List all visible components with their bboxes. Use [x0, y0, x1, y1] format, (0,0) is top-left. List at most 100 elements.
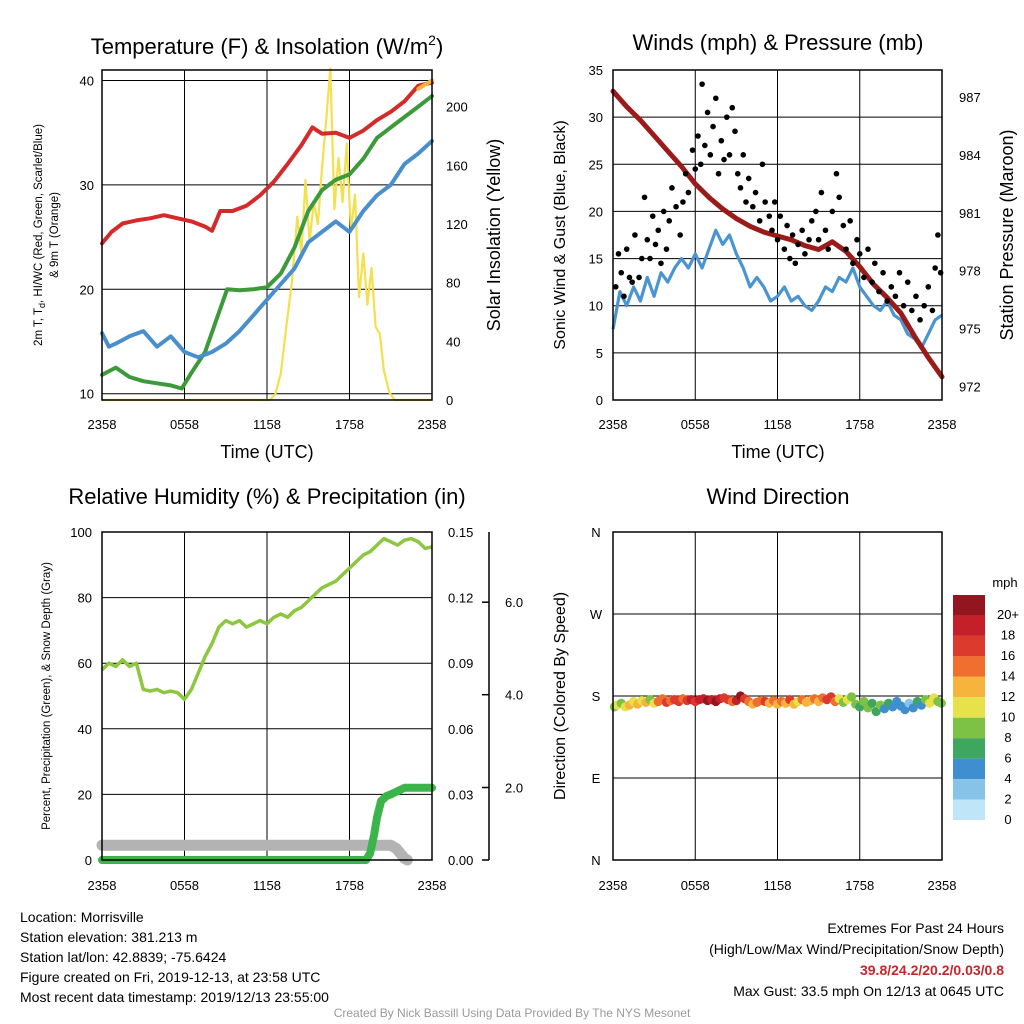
y-tick-label: 10 [589, 299, 603, 314]
gust-point [795, 241, 801, 248]
y-axis-label: Direction (Colored By Speed) [552, 592, 569, 800]
x-tick-label: 0558 [170, 878, 199, 893]
y-tick-label: 35 [589, 63, 603, 78]
gust-point [632, 232, 638, 238]
gust-point [759, 161, 766, 168]
x-tick-label: 2358 [928, 417, 957, 432]
temperature-series-line [100, 139, 434, 360]
colorbar-swatch [953, 779, 985, 800]
x-tick-label: 2358 [418, 878, 447, 893]
credit-line: Created By Nick Bassill Using Data Provi… [333, 1006, 691, 1020]
max-gust: Max Gust: 33.5 mph On 12/13 at 0645 UTC [733, 983, 1004, 999]
y-right-tick-label: 987 [959, 90, 981, 105]
x-tick-label: 2358 [418, 417, 447, 432]
x-tick-label: 1758 [335, 417, 364, 432]
colorbar-swatch [953, 758, 985, 780]
y-right-tick-label: 40 [446, 334, 460, 349]
gust-point [729, 104, 736, 111]
snow-tick-label: 2.0 [505, 781, 523, 796]
gust-point [621, 293, 627, 300]
x-tick-label: 1158 [253, 417, 281, 432]
colorbar-swatch [953, 615, 985, 636]
x-tick-label: 0558 [681, 878, 710, 893]
gust-point [723, 114, 730, 120]
y-right-axis-label: Station Pressure (Maroon) [997, 129, 1017, 340]
x-tick-label: 1158 [253, 878, 281, 893]
colorbar-title: mph [992, 575, 1017, 590]
pressure-line [610, 88, 945, 380]
y-axis-label: Sonic Wind & Gust (Blue, Black) [552, 120, 569, 349]
y-tick-label: 40 [78, 722, 92, 737]
gust-point [792, 260, 799, 267]
y-right-tick-label: 200 [446, 100, 468, 115]
gust-point [745, 175, 752, 182]
gust-point [704, 109, 711, 116]
chart-title-main: Temperature (F) & Insolation (W/m [91, 34, 428, 59]
gust-point [880, 269, 886, 276]
extremes-values: 39.8/24.2/20.2/0.03/0.8 [859, 962, 1004, 978]
colorbar-swatch [953, 799, 985, 820]
y-tick-label: 15 [589, 252, 603, 267]
colorbar-label: 16 [1001, 648, 1015, 663]
y-right-tick-label: 975 [959, 322, 981, 337]
gust-point [784, 222, 790, 229]
colorbar-label: 6 [1004, 750, 1011, 765]
gust-point [884, 298, 890, 304]
extremes-subtitle: (High/Low/Max Wind/Precipitation/Snow De… [709, 941, 1004, 957]
colorbar-label: 18 [1001, 628, 1015, 643]
gust-point [715, 170, 722, 177]
plot-frame [612, 531, 943, 861]
gust-point [743, 199, 749, 205]
colorbar-label: 4 [1004, 771, 1011, 786]
gust-point [869, 279, 875, 285]
colorbar-label: 14 [1001, 669, 1015, 684]
wind-direction-point [846, 692, 857, 702]
plot-frame [101, 531, 433, 861]
x-tick-label: 1158 [764, 417, 792, 432]
gust-point [697, 161, 704, 168]
gust-point [913, 293, 919, 300]
gust-point [732, 128, 738, 135]
gust-point [655, 227, 662, 234]
gust-point [815, 236, 822, 243]
y-tick-label: 25 [589, 157, 603, 172]
gust-point [707, 152, 714, 158]
gust-point [756, 218, 763, 224]
gust-point [626, 274, 633, 281]
gust-point [808, 218, 815, 224]
gust-point [713, 95, 719, 102]
gust-point [896, 269, 903, 276]
gust-point [695, 133, 701, 139]
y-tick-label: 40 [80, 73, 94, 88]
gust-point [935, 232, 941, 238]
gust-point [825, 246, 832, 252]
gust-point [836, 194, 842, 201]
snow-tick-label: 6.0 [505, 595, 523, 610]
station-info: Location: Morrisville Station elevation:… [20, 907, 329, 1007]
y-right-tick-label: 80 [446, 276, 460, 291]
precip-tick-label: 0.09 [448, 656, 473, 671]
y-tick-label: N [591, 525, 600, 540]
y-tick-label: 10 [80, 387, 94, 402]
gust-point [813, 208, 819, 215]
gust-point [865, 246, 871, 252]
y-right-tick-label: 978 [959, 264, 981, 279]
y-tick-label: E [592, 771, 601, 786]
chart-title-end: ) [436, 34, 443, 59]
extremes-title: Extremes For Past 24 Hours [827, 920, 1004, 936]
gust-point [799, 227, 805, 234]
chart-title-superscript: 2 [428, 32, 436, 48]
y-tick-label: 80 [78, 591, 92, 606]
y-tick-label: S [592, 689, 601, 704]
colorbar-swatch [953, 738, 985, 759]
y-tick-label: 60 [78, 656, 92, 671]
y-tick-label: W [590, 607, 603, 622]
gust-point [752, 189, 759, 196]
gust-point [652, 241, 659, 248]
temperature-series-line [100, 94, 434, 391]
station-location: Location: Morrisville [20, 909, 144, 925]
x-tick-label: 2358 [599, 417, 628, 432]
colorbar-swatch [953, 697, 985, 718]
precipitation-line [98, 783, 436, 864]
